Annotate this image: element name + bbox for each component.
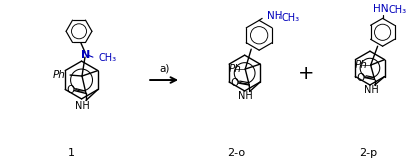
Text: NH: NH bbox=[238, 91, 252, 101]
Text: N: N bbox=[81, 50, 90, 60]
Text: NH: NH bbox=[266, 11, 282, 21]
Text: Ph: Ph bbox=[228, 64, 240, 74]
Text: CH₃: CH₃ bbox=[388, 5, 406, 15]
Text: CH₃: CH₃ bbox=[99, 53, 117, 63]
Text: O: O bbox=[66, 86, 74, 95]
Text: CH₃: CH₃ bbox=[280, 13, 299, 23]
Text: HN: HN bbox=[372, 4, 387, 14]
Text: O: O bbox=[356, 73, 364, 82]
Text: a): a) bbox=[159, 63, 169, 73]
Text: Ph: Ph bbox=[354, 60, 367, 70]
Text: NH: NH bbox=[74, 101, 89, 111]
Text: 2-p: 2-p bbox=[358, 148, 376, 158]
Text: Ph: Ph bbox=[53, 70, 66, 80]
Text: +: + bbox=[297, 64, 314, 82]
Text: O: O bbox=[229, 78, 238, 88]
Text: 2-o: 2-o bbox=[226, 148, 244, 158]
Text: NH: NH bbox=[364, 85, 378, 95]
Text: 1: 1 bbox=[68, 148, 75, 158]
